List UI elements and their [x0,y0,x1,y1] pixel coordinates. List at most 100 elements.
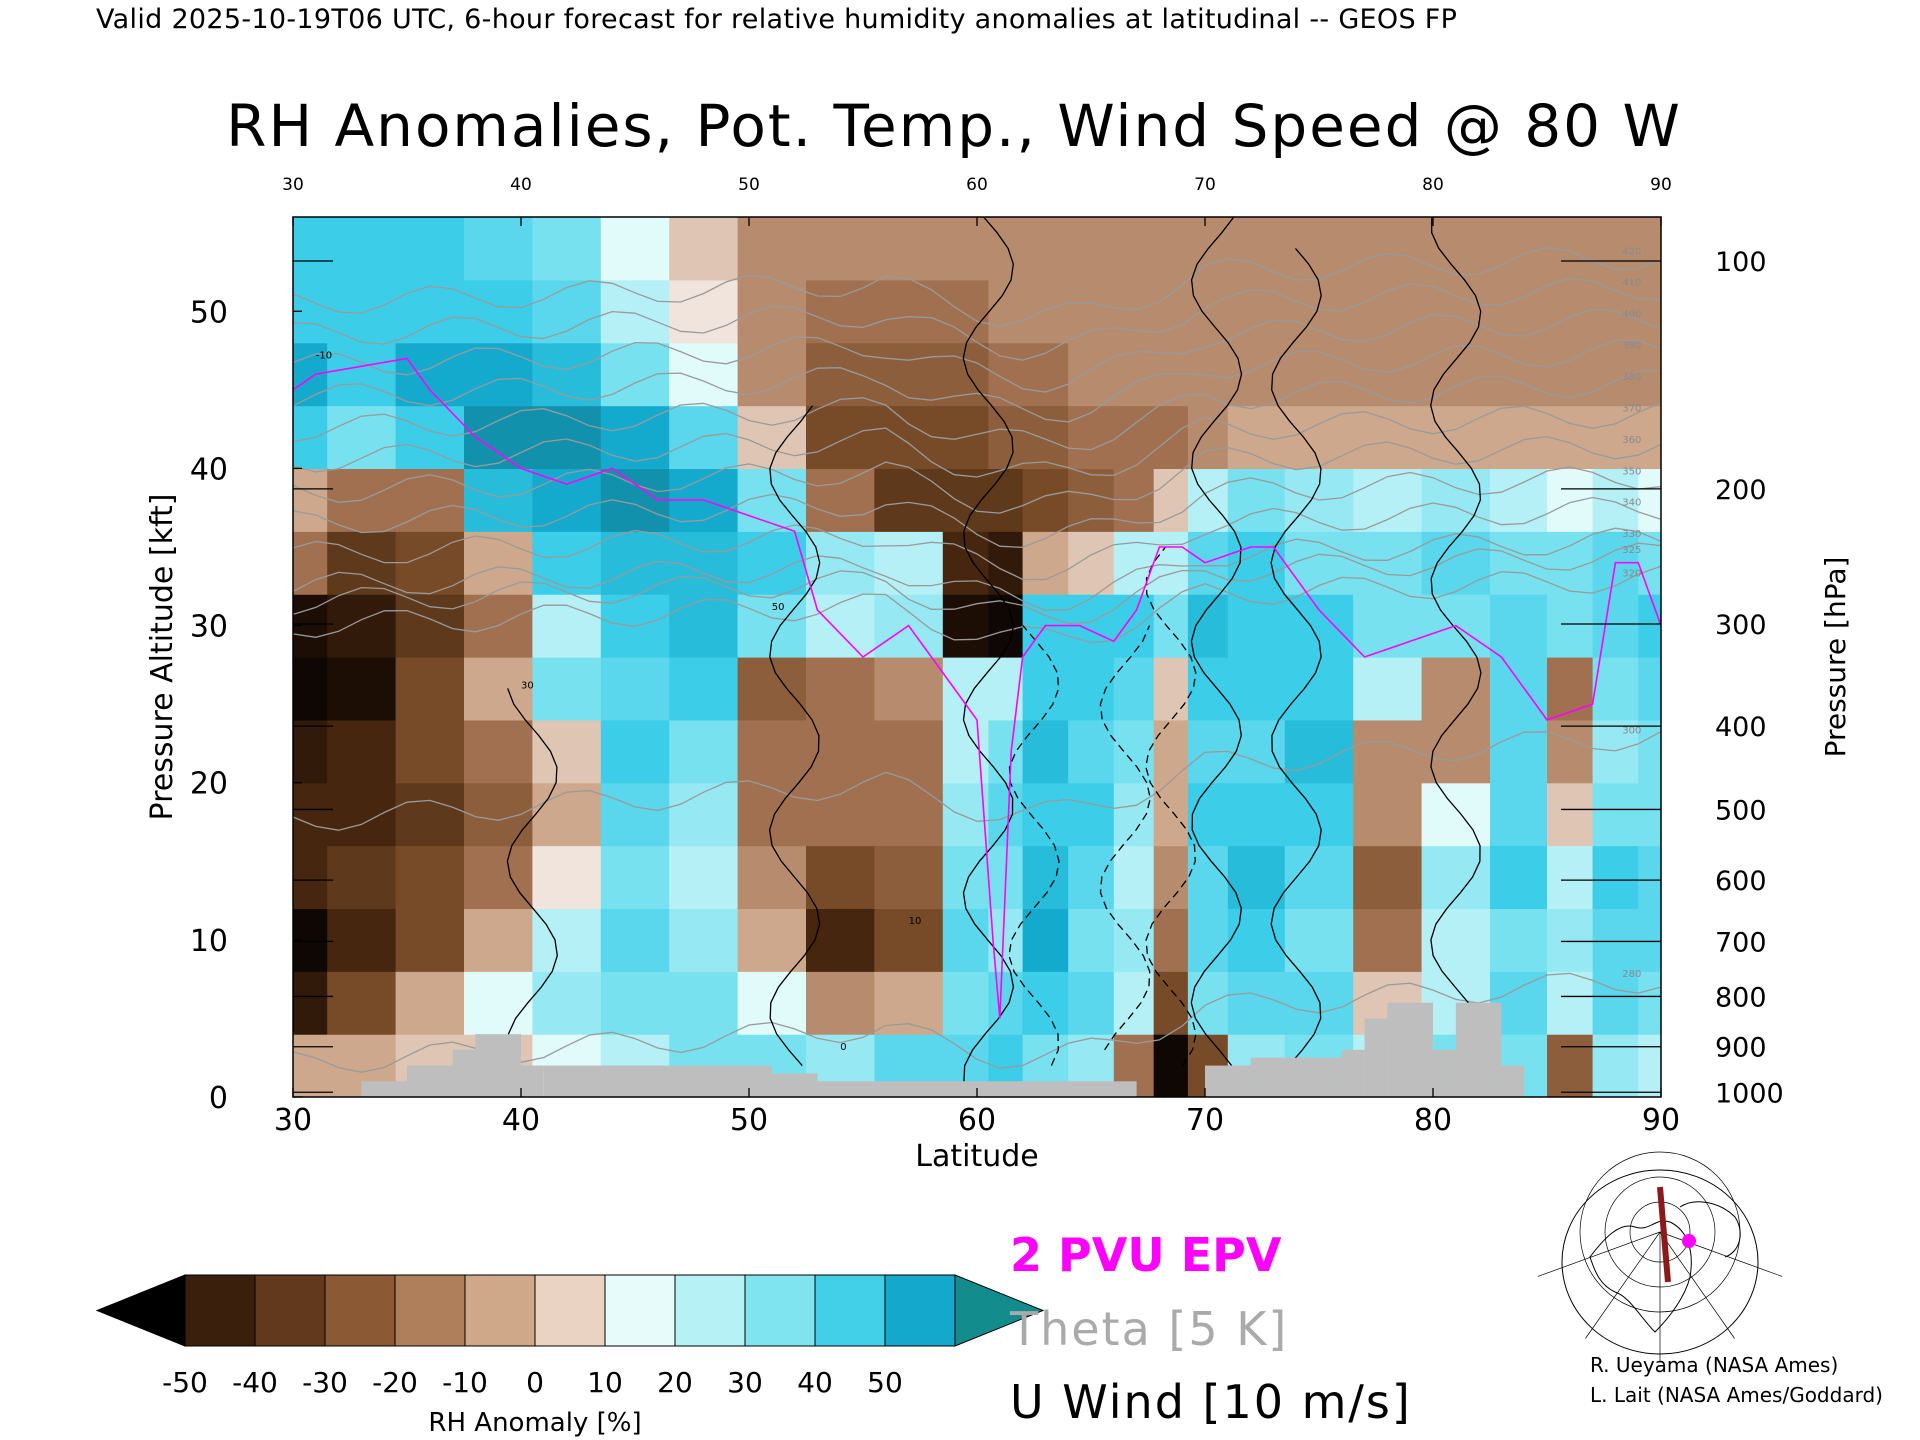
rh-cell [1153,845,1189,910]
rh-cell [1284,845,1354,910]
rh-cell [1022,468,1069,532]
rh-cell [1153,657,1189,721]
theta-label: 380 [1622,372,1641,383]
credit-line-2: L. Lait (NASA Ames/Goddard) [1590,1383,1883,1407]
rh-cell [532,468,602,532]
rh-cell [1227,531,1286,595]
theta-line [293,402,1661,478]
rh-cell [1068,845,1115,910]
rh-cell [327,845,397,910]
rh-cell [669,845,739,910]
rh-cell [1113,279,1155,344]
u-wind-label: 50 [772,602,785,613]
rh-cell [600,342,670,407]
rh-cell [1227,594,1286,658]
theta-line [293,527,1661,611]
rh-cell [1353,217,1423,281]
rh-cell [737,217,807,281]
rh-cell [669,342,739,407]
u-wind-easterly-line [1099,625,1151,1051]
pressure-tick-label: 800 [1715,982,1767,1013]
terrain-blocks [361,1002,1525,1097]
rh-cell [806,531,875,595]
theta-label: 300 [1622,726,1641,737]
rh-cell [464,908,533,972]
terrain-block [407,1065,453,1097]
rh-cell [806,405,875,470]
rh-cell [464,845,533,910]
theta-label: 410 [1622,278,1641,289]
rh-cell [327,342,397,407]
rh-cell [737,531,807,595]
rh-cell [464,531,533,595]
rh-heatmap [293,217,1661,1097]
rh-cell [1227,657,1286,721]
rh-cell [942,217,989,281]
rh-cell [669,279,739,344]
rh-cell [1638,279,1661,344]
y-tick-label: 10 [190,924,228,959]
theta-label: 370 [1622,403,1641,414]
rh-cell [737,782,807,847]
rh-cell [988,217,1024,281]
rh-cell [395,719,465,784]
rh-cell [1490,342,1548,407]
rh-cell [1353,657,1423,721]
theta-line [293,277,1661,361]
u-wind-label: -10 [316,350,332,361]
rh-cell [1227,971,1286,1035]
rh-cell [1421,468,1491,532]
rh-cell [532,279,602,344]
rh-cell [1022,845,1069,910]
rh-cell [1592,971,1639,1035]
y-tick-label: 20 [190,767,228,802]
x-tick-label-top: 50 [738,175,760,195]
rh-cell [1022,279,1069,344]
rh-cell [1490,468,1548,532]
rh-cell [1638,657,1661,721]
rh-cell [1638,468,1661,532]
rh-cell [1284,342,1354,407]
rh-cell [1547,782,1594,847]
rh-cell [737,845,807,910]
rh-cell [395,405,465,470]
rh-cell [1284,657,1354,721]
colorbar-tick-label: -30 [302,1366,348,1399]
theta-label: 360 [1622,435,1641,446]
rh-cell [395,217,465,281]
rh-cell [1113,217,1155,281]
terrain-block [361,1081,407,1097]
rh-cell [1068,657,1115,721]
rh-cell [464,279,533,344]
rh-cell [806,782,875,847]
rh-cell [1113,405,1155,470]
rh-cell [1490,217,1548,281]
colorbar-swatch [604,1274,676,1347]
rh-cell [1022,782,1069,847]
rh-cell [942,657,989,721]
rh-cell [532,594,602,658]
rh-cell [1638,342,1661,407]
rh-cell [1638,782,1661,847]
inset-map-meridian [1537,1231,1661,1277]
rh-cell [1421,719,1491,784]
x-tick-label-top: 70 [1194,175,1216,195]
theta-label: 325 [1622,545,1641,556]
rh-cell [1022,405,1069,470]
colorbar-tick-label: 40 [797,1366,833,1399]
rh-cell [327,908,397,972]
theta-line [293,435,1661,514]
rh-cell [942,342,989,407]
terrain-block [1205,1065,1251,1097]
theta-label: 350 [1622,466,1641,477]
theta-label: 420 [1622,246,1641,257]
x-axis-label: Latitude [915,1139,1038,1174]
rh-cell [1421,657,1491,721]
rh-cell [293,971,328,1035]
rh-cell [532,782,602,847]
colorbar-swatch [884,1274,956,1347]
rh-cell [806,908,875,972]
colorbar-swatch [184,1274,256,1347]
theta-label: 340 [1622,498,1641,509]
rh-cell [327,782,397,847]
